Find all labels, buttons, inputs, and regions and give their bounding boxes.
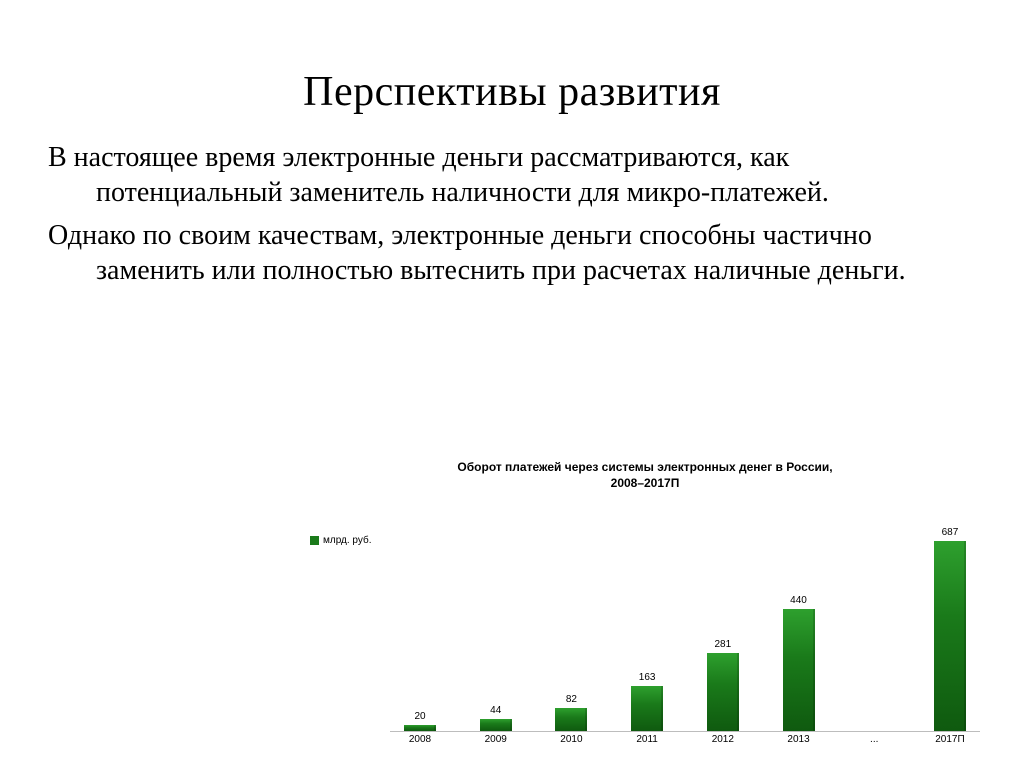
chart-title: Оборот платежей через системы электронны… xyxy=(300,460,990,491)
turnover-chart: Оборот платежей через системы электронны… xyxy=(300,460,990,760)
x-label: 2008 xyxy=(390,734,450,750)
slide-title: Перспективы развития xyxy=(0,0,1024,116)
x-label: 2009 xyxy=(466,734,526,750)
body-text: В настоящее время электронные деньги рас… xyxy=(0,116,1024,288)
legend-label: млрд. руб. xyxy=(323,535,372,546)
bar-rect xyxy=(631,686,663,731)
bar-value-label: 82 xyxy=(566,694,577,705)
slide: Перспективы развития В настоящее время э… xyxy=(0,0,1024,768)
bar-2008: 20 xyxy=(390,711,450,731)
bars-container: 20 44 82 163 281 xyxy=(390,530,980,750)
x-label: ... xyxy=(844,734,904,750)
x-axis-labels: 2008 2009 2010 2011 2012 2013 ... 2017П xyxy=(390,734,980,750)
x-label: 2017П xyxy=(920,734,980,750)
bar-value-label: 44 xyxy=(490,705,501,716)
x-label: 2013 xyxy=(769,734,829,750)
bar-2011: 163 xyxy=(617,672,677,731)
paragraph-1: В настоящее время электронные деньги рас… xyxy=(48,140,976,210)
bar-value-label: 20 xyxy=(414,711,425,722)
bar-2013: 440 xyxy=(769,595,829,731)
paragraph-2: Однако по своим качествам, электронные д… xyxy=(48,218,976,288)
x-label: 2011 xyxy=(617,734,677,750)
x-label: 2012 xyxy=(693,734,753,750)
bar-rect xyxy=(783,609,815,731)
bar-rect xyxy=(480,719,512,731)
bar-value-label: 281 xyxy=(714,639,731,650)
bar-value-label: 163 xyxy=(639,672,656,683)
bar-2012: 281 xyxy=(693,639,753,731)
bar-rect xyxy=(934,541,966,731)
chart-title-line1: Оборот платежей через системы электронны… xyxy=(457,460,832,474)
legend-swatch-icon xyxy=(310,536,319,545)
bar-value-label: 687 xyxy=(942,527,959,538)
bar-value-label: 440 xyxy=(790,595,807,606)
chart-title-line2: 2008–2017П xyxy=(611,476,680,490)
bar-2017p: 687 xyxy=(920,527,980,731)
x-label: 2010 xyxy=(541,734,601,750)
bar-rect xyxy=(707,653,739,731)
plot-area: 20 44 82 163 281 xyxy=(390,531,980,731)
bar-2010: 82 xyxy=(541,694,601,731)
x-axis-line xyxy=(390,731,980,732)
bar-rect xyxy=(404,725,436,731)
chart-legend: млрд. руб. xyxy=(310,535,372,546)
bar-2009: 44 xyxy=(466,705,526,731)
bar-gap xyxy=(844,728,904,731)
bar-rect xyxy=(555,708,587,731)
